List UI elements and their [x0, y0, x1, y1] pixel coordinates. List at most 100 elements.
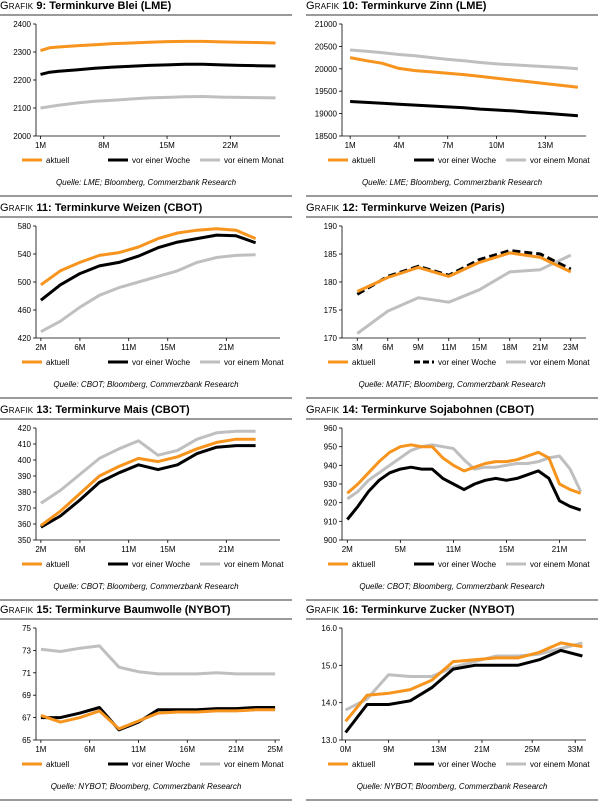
y-tick-label: 19000 — [315, 110, 338, 119]
y-tick-label: 420 — [18, 334, 32, 343]
y-tick-label: 420 — [18, 424, 32, 433]
legend-label: vor einem Monat — [224, 560, 284, 569]
x-tick-label: 1M — [35, 745, 46, 754]
x-tick-label: 21M — [219, 545, 235, 554]
chart-title-text: Terminkurve Weizen (CBOT) — [54, 202, 203, 214]
chart-number: 15 — [36, 604, 49, 616]
series-line-month — [356, 253, 572, 335]
y-tick-label: 71 — [22, 669, 31, 678]
y-tick-label: 73 — [22, 646, 31, 655]
chart-title-text: Terminkurve Zinn (LME) — [361, 0, 487, 12]
chart-number: 16 — [342, 604, 355, 616]
x-tick-label: 21M — [228, 745, 244, 754]
series-line-week — [40, 706, 276, 732]
line-chart: 18500 19000 19500 20000 20500 21000 1M 4M 7M 10M 1… — [315, 20, 591, 165]
legend-label: vor einem Monat — [530, 760, 590, 769]
y-tick-label: 400 — [18, 456, 32, 465]
x-tick-label: 8M — [98, 141, 109, 150]
y-tick-label: 15.0 — [321, 661, 337, 670]
y-tick-label: 14.0 — [321, 699, 337, 708]
legend-label: vor einem Monat — [530, 560, 590, 569]
y-tick-label: 370 — [18, 504, 32, 513]
bottom-rule — [306, 599, 598, 601]
x-tick-label: 6M — [74, 545, 85, 554]
x-tick-label: 9M — [413, 343, 424, 352]
chart-title: Grafik 12: Terminkurve Weizen (Paris) — [306, 202, 505, 214]
x-tick-label: 11M — [131, 745, 146, 754]
legend-label: vor einer Woche — [438, 560, 497, 569]
x-tick-label: 2M — [342, 545, 353, 554]
bottom-rule — [0, 397, 292, 399]
x-tick-label: 18M — [502, 343, 518, 352]
x-tick-label: 33M — [567, 745, 583, 754]
line-chart: 900 910 920 930 940 950 960 2M 5M 11M 15M 21M aktuel… — [324, 424, 591, 569]
y-tick-label: 65 — [22, 736, 31, 745]
series-line-week — [40, 444, 256, 529]
chart-title-text: Terminkurve Blei (LME) — [49, 0, 172, 12]
chart-source: Quelle: NYBOT; Bloomberg, Commerzbank Re… — [356, 782, 548, 791]
chart-prefix: Grafik — [0, 604, 34, 616]
series-line-current — [40, 708, 276, 731]
series-line-week — [346, 465, 582, 521]
y-tick-label: 2000 — [13, 132, 31, 141]
top-rule — [306, 418, 598, 420]
y-tick-label: 360 — [18, 520, 32, 529]
x-tick-label: 15M — [160, 545, 176, 554]
chart-source: Quelle: MATIF; Bloomberg, Commerzbank Re… — [358, 380, 546, 389]
y-tick-label: 380 — [18, 488, 32, 497]
chart-panel-10: Grafik 10: Terminkurve Zinn (LME) 18500 1… — [306, 0, 598, 200]
top-rule — [0, 418, 292, 420]
y-tick-label: 175 — [324, 306, 338, 315]
x-tick-label: 25M — [524, 745, 540, 754]
x-tick-label: 1M — [35, 141, 46, 150]
series-line-week — [350, 100, 579, 118]
series-line-month — [40, 95, 276, 110]
y-tick-label: 21000 — [315, 20, 338, 29]
legend-label: vor einer Woche — [132, 560, 191, 569]
x-tick-label: 25M — [267, 745, 283, 754]
x-tick-label: 13M — [431, 745, 447, 754]
chart-number: 9 — [36, 0, 43, 12]
series-line-current — [40, 437, 256, 527]
bottom-rule — [0, 599, 292, 601]
series-line-current — [40, 39, 276, 53]
chart-title: Grafik 10: Terminkurve Zinn (LME) — [306, 0, 487, 12]
bottom-rule — [0, 799, 292, 801]
legend-label: aktuell — [352, 760, 375, 769]
y-tick-label: 13.0 — [321, 736, 337, 745]
series-line-current — [356, 251, 572, 293]
x-tick-label: 21M — [552, 545, 568, 554]
y-tick-label: 960 — [324, 424, 338, 433]
top-rule — [306, 216, 598, 218]
y-tick-label: 2200 — [13, 76, 31, 85]
x-tick-label: 7M — [442, 141, 453, 150]
series-line-month — [40, 253, 256, 334]
chart-prefix: Grafik — [0, 404, 34, 416]
chart-title: Grafik 11: Terminkurve Weizen (CBOT) — [0, 202, 203, 214]
y-tick-label: 500 — [18, 278, 32, 287]
x-tick-label: 0M — [340, 745, 351, 754]
y-tick-label: 69 — [22, 691, 31, 700]
chart-number: 14 — [342, 404, 355, 416]
y-tick-label: 2100 — [13, 104, 31, 113]
y-tick-label: 920 — [324, 499, 338, 508]
x-tick-label: 9M — [383, 745, 394, 754]
line-chart: 170 175 180 185 190 3M 6M 9M 11M 15M 18M 21M 23M aktu… — [324, 222, 591, 367]
y-tick-label: 20000 — [315, 65, 338, 74]
y-tick-label: 350 — [18, 536, 32, 545]
legend-label: vor einem Monat — [530, 358, 590, 367]
y-tick-label: 950 — [324, 443, 338, 452]
legend-label: vor einem Monat — [530, 156, 590, 165]
line-chart: 65 67 69 71 73 75 1M 6M 11M 16M 21M 25M aktuell vor e… — [22, 624, 284, 769]
series-line-month — [40, 429, 256, 505]
legend-label: vor einer Woche — [438, 156, 497, 165]
x-tick-label: 21M — [219, 343, 235, 352]
x-tick-label: 11M — [441, 343, 456, 352]
line-chart: 2000 2100 2200 2300 2400 1M 8M 15M 22M aktuell vor… — [13, 20, 284, 165]
y-tick-label: 19500 — [315, 87, 338, 96]
y-tick-label: 2300 — [13, 48, 31, 57]
chart-source: Quelle: LME; Bloomberg, Commerzbank Rese… — [55, 178, 237, 187]
bottom-rule — [0, 195, 292, 197]
y-tick-label: 910 — [324, 517, 338, 526]
chart-panel-12: Grafik 12: Terminkurve Weizen (Paris) 17… — [306, 202, 598, 402]
